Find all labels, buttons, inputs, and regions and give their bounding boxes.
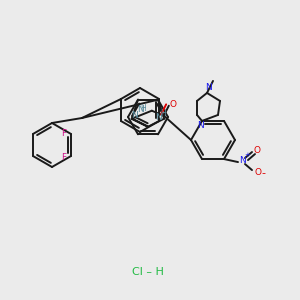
Text: +: + xyxy=(244,152,250,158)
Text: N: N xyxy=(198,122,204,130)
Text: H: H xyxy=(140,104,146,113)
Text: -: - xyxy=(261,168,265,178)
Text: N: N xyxy=(155,113,162,122)
Text: Cl – H: Cl – H xyxy=(132,267,164,277)
Text: N: N xyxy=(137,105,144,114)
Text: N: N xyxy=(240,156,246,165)
Text: F: F xyxy=(61,128,67,137)
Text: N: N xyxy=(205,83,212,92)
Text: O: O xyxy=(169,100,176,109)
Text: O: O xyxy=(254,168,262,177)
Text: H: H xyxy=(160,109,166,118)
Text: O: O xyxy=(254,146,260,154)
Text: F: F xyxy=(61,152,67,161)
Text: N: N xyxy=(131,111,138,120)
